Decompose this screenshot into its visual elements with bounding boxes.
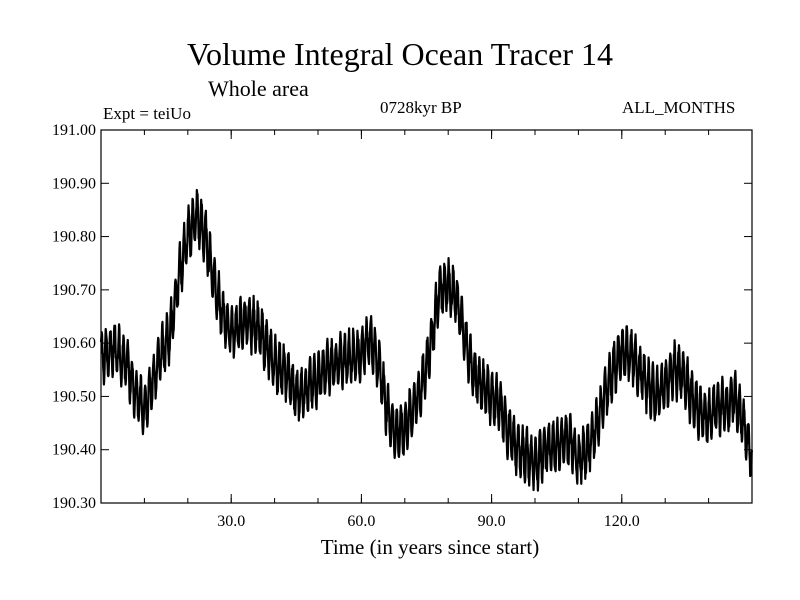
x-tick-label: 90.0 (478, 513, 506, 530)
y-tick-label: 190.60 (52, 335, 96, 352)
y-tick-label: 190.50 (52, 388, 96, 405)
y-tick-label: 190.70 (52, 282, 96, 299)
y-tick-label: 190.40 (52, 442, 96, 459)
plot-frame (100, 129, 753, 504)
x-axis-label: Time (in years since start) (320, 535, 540, 559)
y-tick-label: 191.00 (52, 122, 96, 139)
x-tick-label: 30.0 (217, 513, 245, 530)
chart-subtitle: Whole area (208, 76, 309, 101)
months-label: ALL_MONTHS (622, 98, 736, 117)
series-line (99, 188, 754, 492)
y-tick-label: 190.80 (52, 229, 96, 246)
chart-title: Volume Integral Ocean Tracer 14 (187, 36, 613, 72)
x-tick-label: 120.0 (604, 513, 640, 530)
epoch-label: 0728kyr BP (380, 98, 462, 117)
y-tick-label: 190.90 (52, 175, 96, 192)
x-tick-label: 60.0 (347, 513, 375, 530)
experiment-label: Expt = teiUo (103, 104, 191, 123)
y-tick-label: 190.30 (52, 495, 96, 512)
